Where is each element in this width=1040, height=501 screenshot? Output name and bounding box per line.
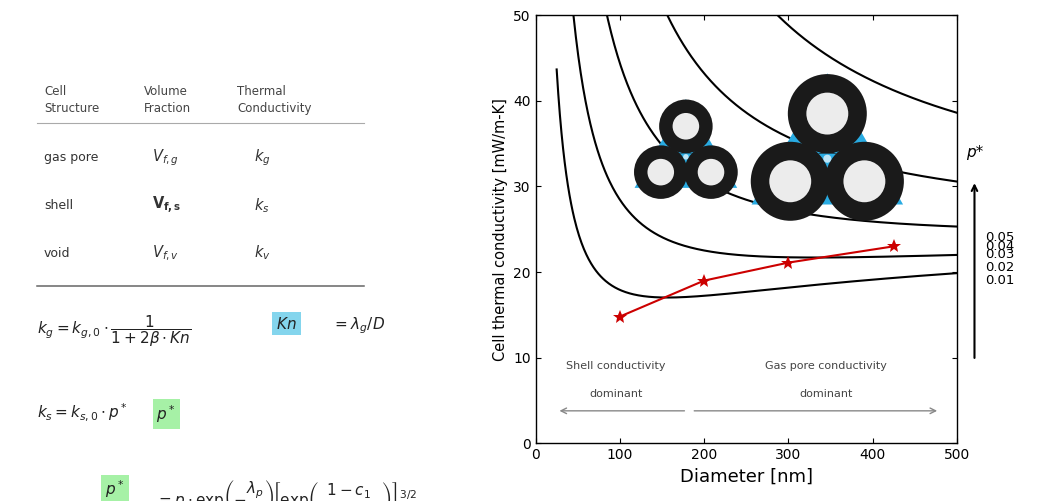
Polygon shape <box>752 73 903 204</box>
Circle shape <box>659 100 712 153</box>
Text: $k_g$: $k_g$ <box>254 147 270 168</box>
Text: Thermal
Conductivity: Thermal Conductivity <box>237 85 312 115</box>
X-axis label: Diameter [nm]: Diameter [nm] <box>680 468 812 486</box>
Circle shape <box>683 154 688 160</box>
Circle shape <box>648 159 674 185</box>
Circle shape <box>824 155 831 163</box>
Text: 0.05: 0.05 <box>985 231 1014 244</box>
Y-axis label: Cell thermal conductivity [mW/m-K]: Cell thermal conductivity [mW/m-K] <box>493 98 508 361</box>
Text: $= \lambda_g / D$: $= \lambda_g / D$ <box>333 316 386 336</box>
Circle shape <box>698 159 724 185</box>
Text: Volume
Fraction: Volume Fraction <box>145 85 191 115</box>
Polygon shape <box>817 149 837 154</box>
Text: $V_{f,g}$: $V_{f,g}$ <box>152 147 179 168</box>
Circle shape <box>684 145 737 199</box>
Circle shape <box>825 142 904 221</box>
Text: $k_s = k_{s,0} \cdot \mathit{p^*}$: $k_s = k_{s,0} \cdot \mathit{p^*}$ <box>36 401 128 423</box>
Text: shell: shell <box>44 199 73 212</box>
Text: p*: p* <box>966 145 983 160</box>
Polygon shape <box>679 150 693 153</box>
Text: $\mathbf{V_{f,s}}$: $\mathbf{V_{f,s}}$ <box>152 195 181 216</box>
Circle shape <box>673 113 699 140</box>
Text: dominant: dominant <box>800 389 853 399</box>
Text: Cell
Structure: Cell Structure <box>44 85 99 115</box>
Text: dominant: dominant <box>589 389 643 399</box>
Text: 0.03: 0.03 <box>985 248 1014 262</box>
Text: Gas pore conductivity: Gas pore conductivity <box>765 361 887 371</box>
Text: Shell conductivity: Shell conductivity <box>566 361 666 371</box>
Text: $\mathit{Kn}$: $\mathit{Kn}$ <box>277 316 296 332</box>
Circle shape <box>788 74 866 153</box>
Text: $k_v$: $k_v$ <box>254 243 270 263</box>
Circle shape <box>751 142 830 221</box>
Circle shape <box>843 160 885 202</box>
Text: $k_g = k_{g,0} \cdot \dfrac{1}{1 + 2\beta \cdot \mathit{Kn}}$: $k_g = k_{g,0} \cdot \dfrac{1}{1 + 2\bet… <box>36 313 191 349</box>
Text: 0.04: 0.04 <box>985 240 1014 253</box>
Text: $= p \cdot \exp\!\left(-\dfrac{\lambda_p}{t}\right)\!\left[\exp\!\left(\dfrac{1-: $= p \cdot \exp\!\left(-\dfrac{\lambda_p… <box>156 478 417 501</box>
Circle shape <box>634 145 687 199</box>
Text: 0.01: 0.01 <box>985 274 1014 287</box>
Text: $k_s$: $k_s$ <box>254 196 269 215</box>
Text: $V_{f,v}$: $V_{f,v}$ <box>152 243 179 263</box>
Text: void: void <box>44 246 71 260</box>
Circle shape <box>770 160 811 202</box>
Text: $\mathit{p^*}$: $\mathit{p^*}$ <box>105 478 125 500</box>
Text: gas pore: gas pore <box>44 151 99 164</box>
Polygon shape <box>634 99 737 188</box>
Text: $\mathit{p^*}$: $\mathit{p^*}$ <box>156 403 176 425</box>
Text: 0.02: 0.02 <box>985 261 1014 274</box>
Circle shape <box>806 93 849 135</box>
